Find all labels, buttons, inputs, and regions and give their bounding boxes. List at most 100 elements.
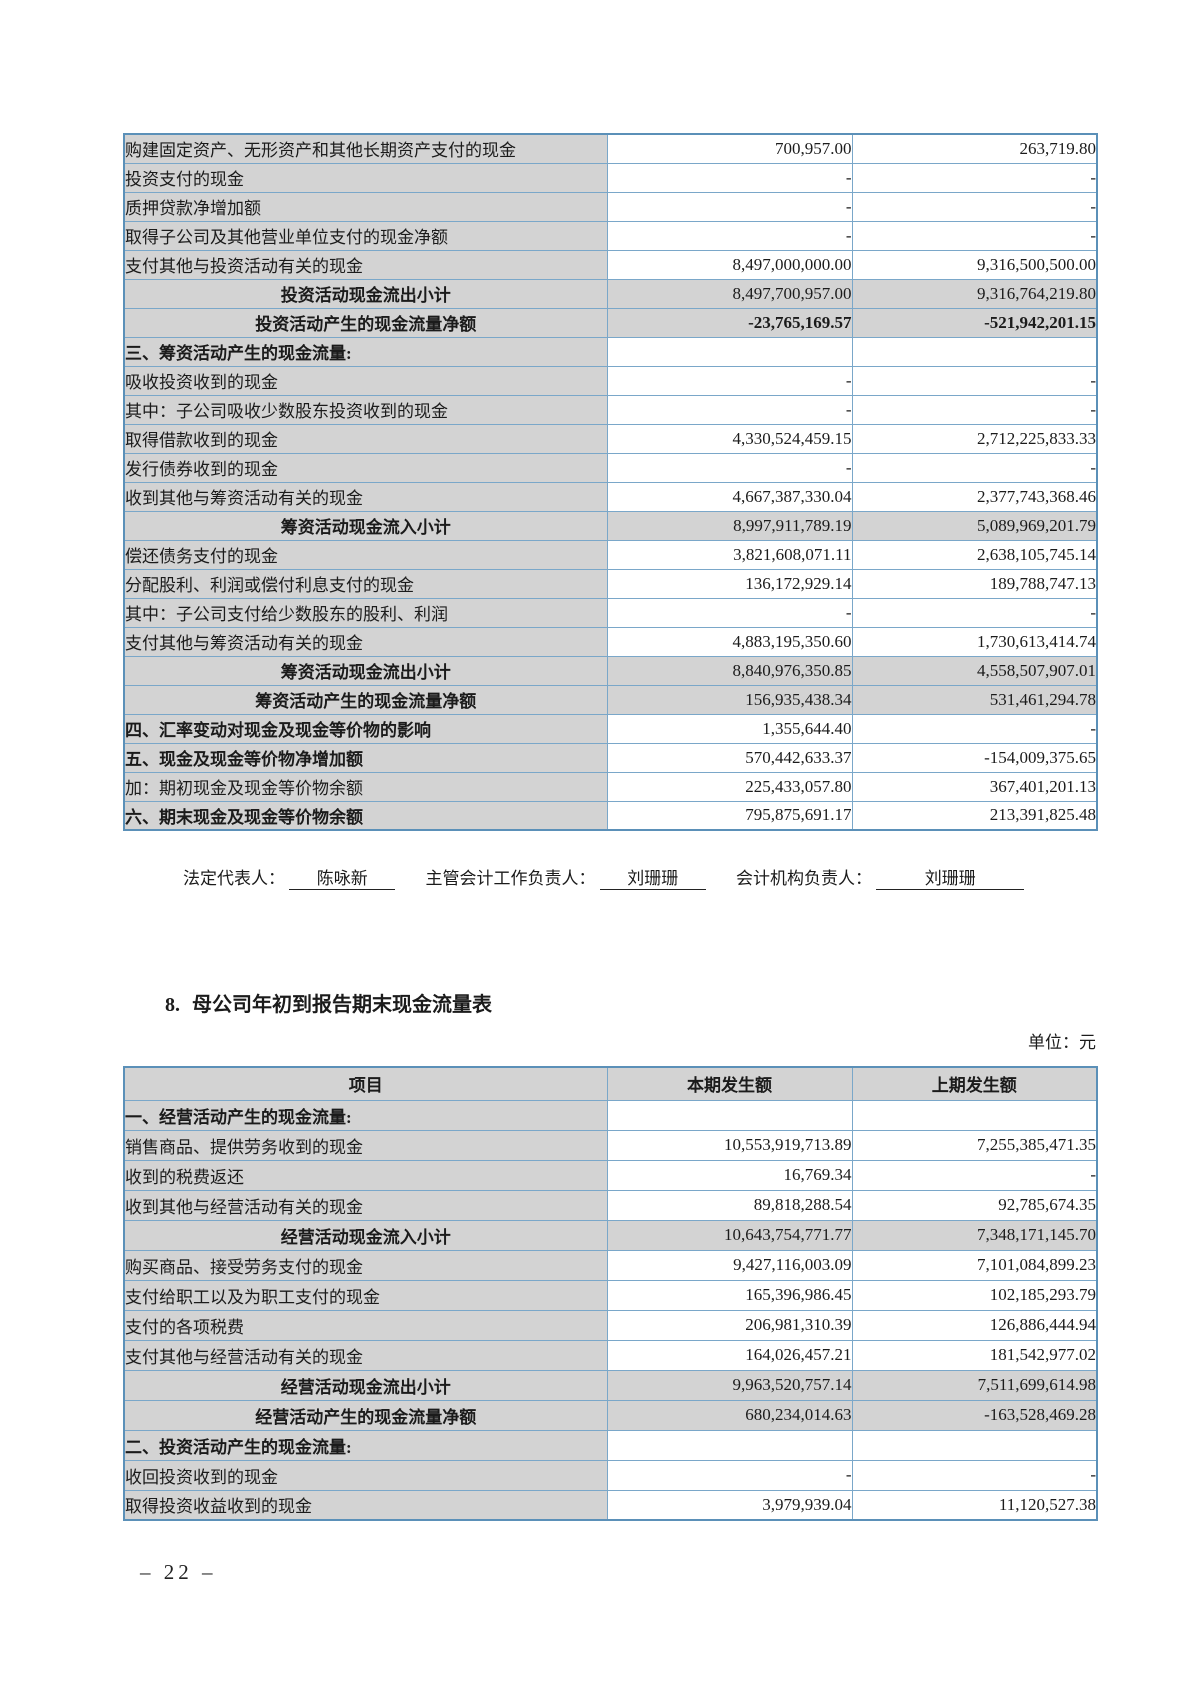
row-label: 收到的税费返还 <box>123 1159 608 1191</box>
row-label: 其中：子公司支付给少数股东的股利、利润 <box>123 597 608 628</box>
prior-period-value: -154,009,375.65 <box>851 742 1098 773</box>
chief-accountant: 主管会计工作负责人： 刘珊珊 <box>426 869 711 890</box>
accounting-department-head-label: 会计机构负责人： <box>736 869 872 888</box>
current-period-value: 795,875,691.17 <box>606 800 853 831</box>
table-row: 支付的各项税费 206,981,310.39 126,886,444.94 <box>123 1309 1098 1341</box>
prior-period-value: 11,120,527.38 <box>851 1489 1098 1521</box>
prior-period-value: - <box>851 452 1098 483</box>
table-row: 支付给职工以及为职工支付的现金 165,396,986.45 102,185,293… <box>123 1279 1098 1311</box>
table-row: 收回投资收到的现金 - - <box>123 1459 1098 1491</box>
row-label: 支付其他与筹资活动有关的现金 <box>123 626 608 657</box>
current-period-value: 9,427,116,003.09 <box>606 1249 853 1281</box>
table-row: 投资活动现金流出小计 8,497,700,957.00 9,316,764,219.… <box>123 278 1098 309</box>
prior-period-value: 2,377,743,368.46 <box>851 481 1098 512</box>
row-label: 购建固定资产、无形资产和其他长期资产支付的现金 <box>123 133 608 164</box>
table-row: 六、期末现金及现金等价物余额 795,875,691.17 213,391,825.… <box>123 800 1098 831</box>
prior-period-value: 2,712,225,833.33 <box>851 423 1098 454</box>
table-row: 取得借款收到的现金 4,330,524,459.15 2,712,225,833.3… <box>123 423 1098 454</box>
table-row: 三、筹资活动产生的现金流量: <box>123 336 1098 367</box>
row-label: 收到其他与经营活动有关的现金 <box>123 1189 608 1221</box>
current-period-value: 165,396,986.45 <box>606 1279 853 1311</box>
section-heading-number: 8. <box>165 994 180 1016</box>
row-label: 支付的各项税费 <box>123 1309 608 1341</box>
current-period-value <box>606 1099 853 1131</box>
row-label: 经营活动现金流入小计 <box>123 1219 608 1251</box>
column-header-current-period: 本期发生额 <box>606 1066 853 1101</box>
table-row: 分配股利、利润或偿付利息支付的现金 136,172,929.14 189,788,7… <box>123 568 1098 599</box>
current-period-value: 156,935,438.34 <box>606 684 853 715</box>
row-label: 取得投资收益收到的现金 <box>123 1489 608 1521</box>
prior-period-value: 102,185,293.79 <box>851 1279 1098 1311</box>
prior-period-value: - <box>851 394 1098 425</box>
current-period-value: 164,026,457.21 <box>606 1339 853 1371</box>
current-period-value: 3,979,939.04 <box>606 1489 853 1521</box>
table-row: 发行债券收到的现金 - - <box>123 452 1098 483</box>
row-label: 支付其他与投资活动有关的现金 <box>123 249 608 280</box>
prior-period-value: -521,942,201.15 <box>851 307 1098 338</box>
row-label: 质押贷款净增加额 <box>123 191 608 222</box>
accounting-department-head-name: 刘珊珊 <box>876 864 1025 890</box>
row-label: 筹资活动现金流入小计 <box>123 510 608 541</box>
current-period-value: 89,818,288.54 <box>606 1189 853 1221</box>
row-label: 加：期初现金及现金等价物余额 <box>123 771 608 802</box>
table-row: 取得子公司及其他营业单位支付的现金净额 - - <box>123 220 1098 251</box>
row-label: 取得借款收到的现金 <box>123 423 608 454</box>
prior-period-value: - <box>851 1459 1098 1491</box>
prior-period-value: - <box>851 365 1098 396</box>
prior-period-value: 213,391,825.48 <box>851 800 1098 831</box>
row-label: 发行债券收到的现金 <box>123 452 608 483</box>
prior-period-value: - <box>851 713 1098 744</box>
row-label: 投资活动现金流出小计 <box>123 278 608 309</box>
parent-company-cash-flow-table: 项目 本期发生额 上期发生额 一、经营活动产生的现金流量: 销售商品、提供劳务收到… <box>123 1066 1098 1521</box>
current-period-value: 10,553,919,713.89 <box>606 1129 853 1161</box>
prior-period-value: 2,638,105,745.14 <box>851 539 1098 570</box>
row-label: 分配股利、利润或偿付利息支付的现金 <box>123 568 608 599</box>
table-row: 加：期初现金及现金等价物余额 225,433,057.80 367,401,201.… <box>123 771 1098 802</box>
row-label: 收到其他与筹资活动有关的现金 <box>123 481 608 512</box>
table-row: 支付其他与投资活动有关的现金 8,497,000,000.00 9,316,500,… <box>123 249 1098 280</box>
prior-period-value: - <box>851 597 1098 628</box>
table-row: 其中：子公司吸收少数股东投资收到的现金 - - <box>123 394 1098 425</box>
table-row: 吸收投资收到的现金 - - <box>123 365 1098 396</box>
current-period-value: 8,497,000,000.00 <box>606 249 853 280</box>
current-period-value: -23,765,169.57 <box>606 307 853 338</box>
row-label: 投资支付的现金 <box>123 162 608 193</box>
current-period-value: 570,442,633.37 <box>606 742 853 773</box>
row-label: 偿还债务支付的现金 <box>123 539 608 570</box>
current-period-value: 8,497,700,957.00 <box>606 278 853 309</box>
current-period-value: 16,769.34 <box>606 1159 853 1191</box>
current-period-value: - <box>606 597 853 628</box>
current-period-value: 4,667,387,330.04 <box>606 481 853 512</box>
current-period-value: 136,172,929.14 <box>606 568 853 599</box>
prior-period-value: 189,788,747.13 <box>851 568 1098 599</box>
row-label: 经营活动产生的现金流量净额 <box>123 1399 608 1431</box>
consolidated-cash-flow-table: 购建固定资产、无形资产和其他长期资产支付的现金 700,957.00 263,719… <box>123 133 1098 831</box>
row-label: 筹资活动现金流出小计 <box>123 655 608 686</box>
prior-period-value: 4,558,507,907.01 <box>851 655 1098 686</box>
column-header-item: 项目 <box>123 1066 608 1101</box>
current-period-value: - <box>606 365 853 396</box>
unit-label: 单位：元 <box>1028 1033 1096 1052</box>
table-row: 投资活动产生的现金流量净额 -23,765,169.57 -521,942,201.… <box>123 307 1098 338</box>
table-row: 购买商品、接受劳务支付的现金 9,427,116,003.09 7,101,084,… <box>123 1249 1098 1281</box>
current-period-value: - <box>606 452 853 483</box>
table-row: 收到的税费返还 16,769.34- <box>123 1159 1098 1191</box>
current-period-value: 1,355,644.40 <box>606 713 853 744</box>
current-period-value: - <box>606 394 853 425</box>
row-label: 三、筹资活动产生的现金流量: <box>123 336 608 367</box>
legal-representative-label: 法定代表人： <box>183 869 285 888</box>
table-row: 经营活动产生的现金流量净额 680,234,014.63 -163,528,469.… <box>123 1399 1098 1431</box>
current-period-value: 206,981,310.39 <box>606 1309 853 1341</box>
row-label: 筹资活动产生的现金流量净额 <box>123 684 608 715</box>
current-period-value: 3,821,608,071.11 <box>606 539 853 570</box>
legal-representative-name: 陈咏新 <box>289 864 396 890</box>
prior-period-value: - <box>851 191 1098 222</box>
table-row: 五、现金及现金等价物净增加额 570,442,633.37 -154,009,375… <box>123 742 1098 773</box>
prior-period-value: 9,316,500,500.00 <box>851 249 1098 280</box>
prior-period-value: 7,101,084,899.23 <box>851 1249 1098 1281</box>
prior-period-value: 1,730,613,414.74 <box>851 626 1098 657</box>
section-heading: 8. 母公司年初到报告期末现金流量表 <box>165 988 492 1017</box>
chief-accountant-name: 刘珊珊 <box>599 864 706 890</box>
signature-line: 法定代表人： 陈咏新 主管会计工作负责人： 刘珊珊 会计机构负责人： 刘珊珊 <box>183 864 1050 890</box>
